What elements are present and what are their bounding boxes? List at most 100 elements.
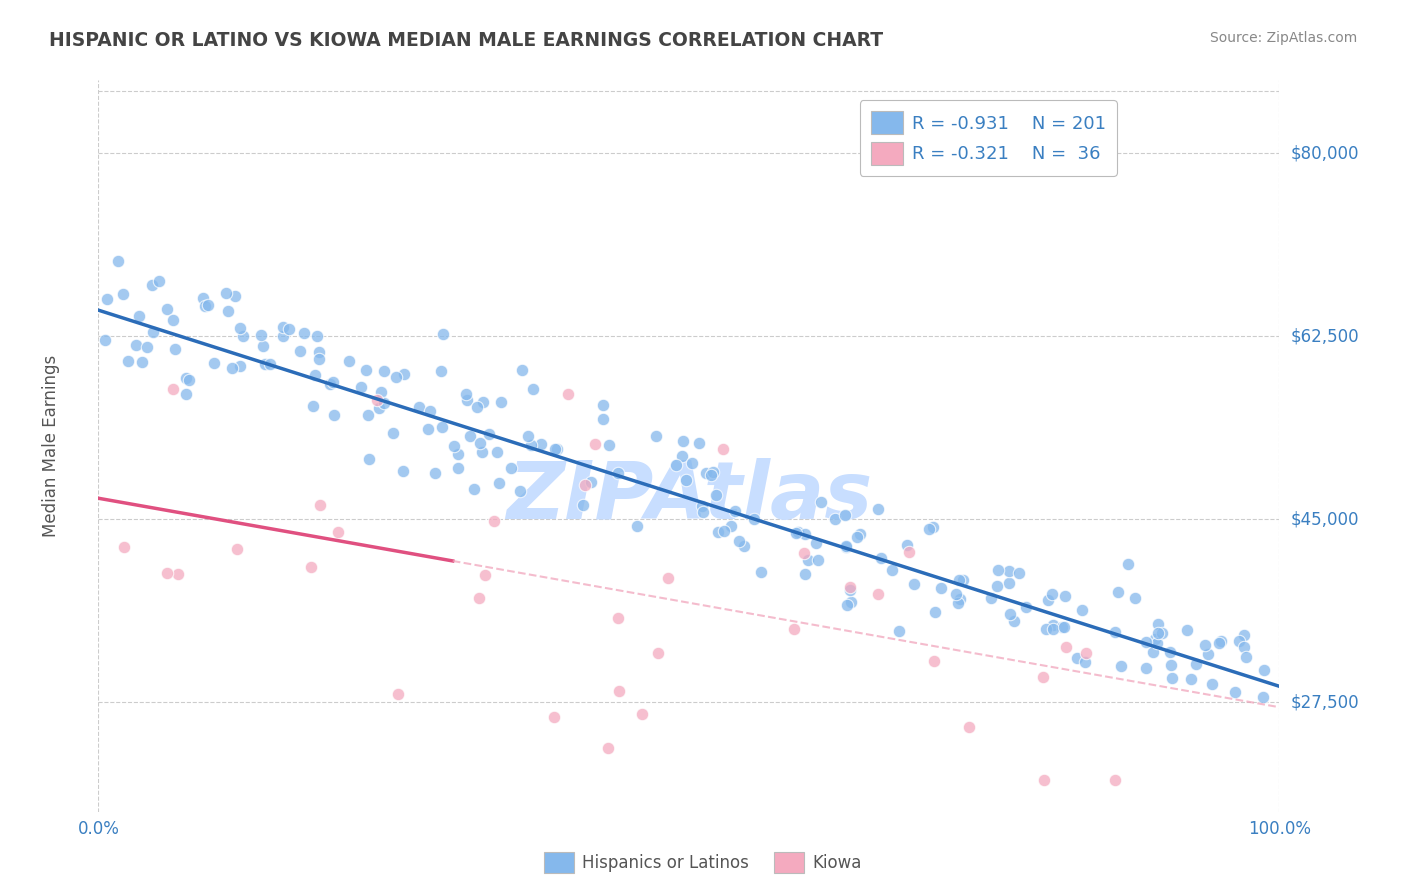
Point: [794, 566, 817, 581]
Point: [112, 540, 135, 554]
Point: [998, 576, 1021, 591]
Point: [665, 458, 688, 472]
Point: [156, 301, 179, 316]
Point: [166, 567, 188, 582]
Point: [1008, 566, 1031, 580]
Text: HISPANIC OR LATINO VS KIOWA MEDIAN MALE EARNINGS CORRELATION CHART: HISPANIC OR LATINO VS KIOWA MEDIAN MALE …: [49, 31, 883, 50]
Point: [952, 573, 974, 587]
Point: [447, 447, 470, 461]
Point: [1150, 626, 1173, 640]
Point: [1107, 585, 1129, 599]
Point: [432, 420, 454, 434]
Point: [117, 354, 139, 368]
Point: [107, 253, 129, 268]
Point: [499, 461, 522, 475]
Point: [1147, 616, 1170, 631]
Point: [471, 445, 494, 459]
Point: [607, 684, 630, 698]
Point: [111, 286, 134, 301]
Point: [1002, 614, 1025, 628]
Point: [229, 320, 252, 334]
Point: [692, 506, 714, 520]
Point: [672, 434, 695, 449]
Point: [1104, 773, 1126, 788]
Point: [1042, 622, 1064, 636]
Point: [1000, 607, 1022, 621]
Point: [724, 504, 747, 518]
Point: [645, 428, 668, 442]
Text: $62,500: $62,500: [1291, 327, 1360, 345]
Point: [702, 466, 724, 480]
Point: [1208, 636, 1230, 650]
Point: [835, 598, 858, 612]
Point: [271, 320, 294, 334]
Point: [690, 499, 713, 513]
Point: [918, 522, 941, 536]
Point: [1232, 640, 1254, 654]
Point: [465, 400, 488, 414]
Point: [194, 299, 217, 313]
Point: [516, 428, 538, 442]
Point: [839, 580, 862, 594]
Point: [948, 574, 970, 588]
Point: [1146, 636, 1168, 650]
Point: [598, 438, 620, 452]
Point: [1197, 647, 1219, 661]
Point: [1135, 634, 1157, 648]
Point: [94, 333, 117, 347]
Point: [1050, 620, 1073, 634]
Point: [986, 579, 1008, 593]
Point: [471, 394, 494, 409]
Point: [866, 502, 889, 516]
Text: Source: ZipAtlas.com: Source: ZipAtlas.com: [1209, 31, 1357, 45]
Text: ZIPAtlas: ZIPAtlas: [506, 458, 872, 536]
Point: [787, 524, 810, 539]
Point: [675, 473, 697, 487]
Point: [1251, 690, 1274, 705]
Point: [903, 576, 925, 591]
Point: [308, 352, 330, 367]
Point: [581, 475, 603, 490]
Point: [447, 460, 470, 475]
Point: [922, 520, 945, 534]
Point: [252, 339, 274, 353]
Point: [162, 313, 184, 327]
Legend: Hispanics or Latinos, Kiowa: Hispanics or Latinos, Kiowa: [537, 846, 869, 880]
Point: [607, 611, 630, 625]
Point: [797, 553, 820, 567]
Point: [785, 525, 807, 540]
Point: [695, 466, 717, 480]
Point: [429, 364, 451, 378]
Point: [392, 368, 415, 382]
Point: [929, 582, 952, 596]
Point: [357, 451, 380, 466]
Point: [845, 530, 868, 544]
Point: [592, 412, 614, 426]
Point: [489, 395, 512, 409]
Point: [250, 327, 273, 342]
Point: [882, 564, 904, 578]
Point: [834, 508, 856, 522]
Text: $80,000: $80,000: [1291, 145, 1360, 162]
Point: [749, 565, 772, 579]
Point: [432, 327, 454, 342]
Point: [1147, 626, 1170, 640]
Point: [742, 512, 765, 526]
Point: [607, 466, 630, 480]
Point: [1015, 599, 1038, 614]
Point: [323, 409, 346, 423]
Point: [733, 539, 755, 553]
Point: [191, 292, 214, 306]
Point: [898, 545, 921, 559]
Point: [720, 518, 742, 533]
Point: [467, 591, 489, 605]
Point: [366, 392, 388, 407]
Point: [443, 439, 465, 453]
Point: [1194, 638, 1216, 652]
Point: [1111, 659, 1133, 673]
Point: [868, 587, 890, 601]
Point: [949, 591, 972, 606]
Point: [1035, 622, 1057, 636]
Point: [259, 357, 281, 371]
Point: [215, 285, 238, 300]
